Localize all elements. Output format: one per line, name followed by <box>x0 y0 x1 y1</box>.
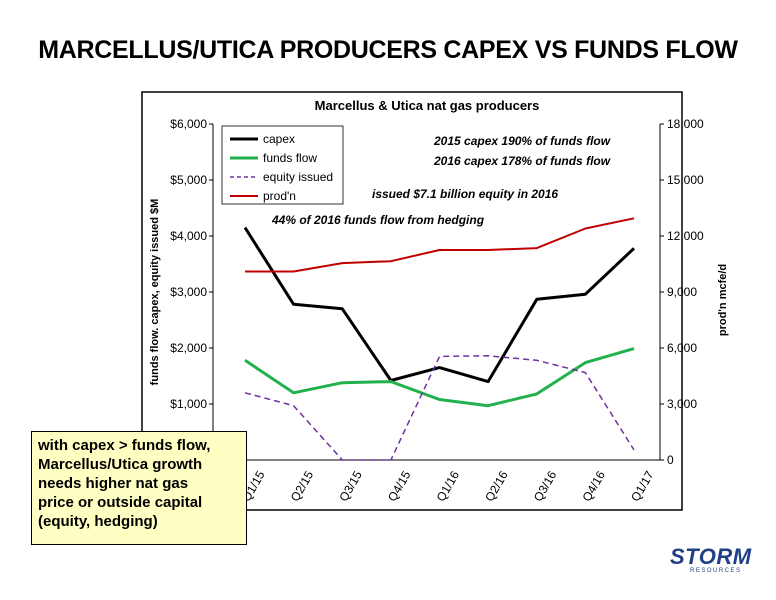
y-axis-label: funds flow. capex, equity issued $M <box>149 199 161 386</box>
logo-subtext: RESOURCES <box>690 568 742 574</box>
legend-label: funds flow <box>263 151 317 165</box>
callout-line: with capex > funds flow, <box>38 437 211 454</box>
y-tick-label: $5,000 <box>170 173 207 187</box>
y2-axis-label: prod'n mcfe/d <box>717 264 729 336</box>
y2-tick-label: 3,000 <box>667 397 697 411</box>
y2-tick-label: 15,000 <box>667 173 704 187</box>
annotation-2016-capex: 2016 capex 178% of funds flow <box>433 154 611 168</box>
legend-label: prod'n <box>263 189 296 203</box>
y2-tick-label: 0 <box>667 453 674 467</box>
chart-title: Marcellus & Utica nat gas producers <box>315 98 540 113</box>
series-line-prod-n <box>245 217 635 273</box>
y-tick-label: $4,000 <box>170 229 207 243</box>
y-tick-label: $1,000 <box>170 397 207 411</box>
y-tick-label: $3,000 <box>170 285 207 299</box>
y-tick-label: $2,000 <box>170 341 207 355</box>
y2-tick-label: 18,000 <box>667 117 704 131</box>
callout-line: price or outside capital <box>38 494 203 511</box>
annotation-2015-capex: 2015 capex 190% of funds flow <box>433 134 611 148</box>
logo-text: STORM <box>670 544 752 569</box>
callout-line: needs higher nat gas <box>38 475 189 492</box>
y2-tick-label: 6,000 <box>667 341 697 355</box>
y2-tick-label: 12,000 <box>667 229 704 243</box>
series-line-equity-issued <box>244 355 635 461</box>
annotation-equity: issued $7.1 billion equity in 2016 <box>372 187 558 201</box>
series-line-capex <box>243 226 636 384</box>
y-tick-label: $6,000 <box>170 117 207 131</box>
legend: capex funds flow equity issued prod'n <box>221 125 344 205</box>
legend-label: equity issued <box>263 170 333 184</box>
callout-line: (equity, hedging) <box>38 513 158 530</box>
callout-line: Marcellus/Utica growth <box>38 456 203 473</box>
y2-tick-label: 9,000 <box>667 285 697 299</box>
callout-box: with capex > funds flow, Marcellus/Utica… <box>31 431 247 545</box>
series-line-funds-flow <box>244 347 635 408</box>
legend-label: capex <box>263 132 295 146</box>
storm-logo: STORM RESOURCES <box>670 544 756 584</box>
annotation-hedging: 44% of 2016 funds flow from hedging <box>271 213 485 227</box>
slide-title: MARCELLUS/UTICA PRODUCERS CAPEX VS FUNDS… <box>38 36 738 64</box>
